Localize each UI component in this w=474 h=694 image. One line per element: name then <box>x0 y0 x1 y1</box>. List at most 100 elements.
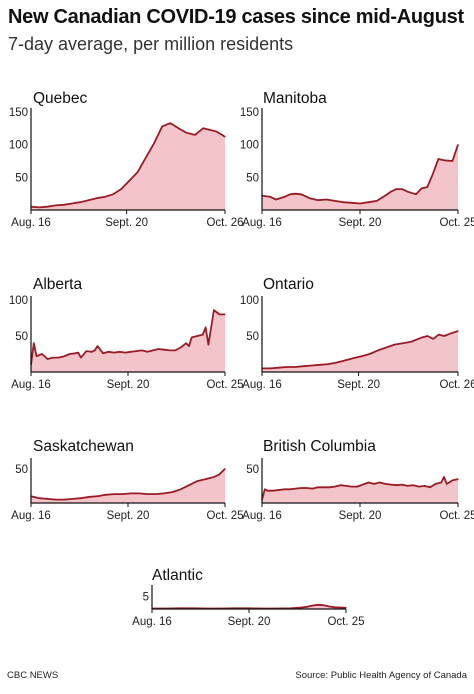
data-point <box>96 495 99 497</box>
data-point <box>457 478 459 480</box>
data-point <box>80 497 82 499</box>
data-point <box>224 136 226 138</box>
data-point <box>96 197 98 199</box>
data-point <box>224 468 226 470</box>
data-point <box>345 607 347 609</box>
panel-british-columbia: British Columbia 50 Aug. 16 Sept. 20 Oct. 25 <box>242 438 474 522</box>
data-point <box>432 338 434 340</box>
data-point <box>202 334 204 336</box>
data-point <box>177 127 180 129</box>
data-point <box>300 193 302 195</box>
data-point <box>180 488 182 490</box>
data-point <box>102 352 104 354</box>
data-point <box>359 202 361 205</box>
data-point <box>418 486 420 488</box>
data-point <box>141 349 143 351</box>
data-point <box>113 352 115 354</box>
y-tick-label: 100 <box>240 295 259 307</box>
panel-saskatchewan: Saskatchewan 50 Aug. 16 Sept. 20 Oct. 25 <box>11 438 243 522</box>
data-point <box>302 365 304 367</box>
data-point <box>412 484 414 486</box>
data-point <box>323 486 325 488</box>
series-area <box>262 477 458 503</box>
x-tick-label: Sept. 20 <box>107 379 150 391</box>
data-point <box>295 193 297 195</box>
data-point <box>393 344 396 346</box>
data-point <box>356 486 358 488</box>
data-point <box>218 473 221 475</box>
data-point <box>401 484 403 486</box>
panel-title: Quebec <box>33 90 88 107</box>
panel-title: Atlantic <box>152 567 203 584</box>
data-point <box>88 496 90 498</box>
data-point <box>449 333 451 335</box>
x-tick-label: Sept. 20 <box>339 510 382 522</box>
data-point <box>339 484 341 486</box>
y-tick-label: 100 <box>9 140 28 152</box>
x-tick-label: Sept. 20 <box>339 217 382 229</box>
data-point <box>71 202 73 205</box>
data-point <box>390 191 392 193</box>
data-point <box>362 484 364 486</box>
data-point <box>171 491 173 493</box>
x-tick-label: Aug. 16 <box>242 379 282 391</box>
x-tick-label: Oct. 25 <box>206 510 243 522</box>
data-point <box>311 488 313 490</box>
data-point <box>85 350 87 352</box>
data-point <box>289 193 291 195</box>
data-point <box>161 125 163 127</box>
data-point <box>77 352 79 354</box>
data-point <box>402 342 404 344</box>
x-tick-label: Aug. 16 <box>11 217 51 229</box>
data-point <box>300 487 302 489</box>
data-point <box>33 342 35 344</box>
data-point <box>121 493 124 495</box>
x-tick-label: Oct. 25 <box>327 616 364 628</box>
x-tick-label: Sept. 20 <box>228 616 271 628</box>
data-point <box>108 351 110 353</box>
data-point <box>294 366 296 368</box>
data-point <box>379 481 381 484</box>
y-tick-label: 50 <box>15 464 28 476</box>
data-point <box>373 483 375 485</box>
data-point <box>174 349 176 351</box>
series-area <box>31 468 225 503</box>
credit-label: CBC NEWS <box>7 670 59 681</box>
y-tick-label: 50 <box>246 172 259 184</box>
data-point <box>327 363 329 365</box>
data-point <box>120 188 122 190</box>
data-point <box>384 483 386 485</box>
data-point <box>289 488 291 490</box>
data-point <box>457 330 459 332</box>
panel-ontario: Ontario 50 100 Aug. 16 Sept. 20 Oct. 26 <box>240 276 474 391</box>
data-point <box>335 362 338 364</box>
data-point <box>137 171 139 173</box>
data-point <box>224 313 226 315</box>
data-point <box>113 493 115 495</box>
y-tick-label: 150 <box>240 107 259 119</box>
data-point <box>202 127 204 129</box>
data-point <box>385 346 387 349</box>
data-point <box>345 485 347 487</box>
data-point <box>146 493 148 495</box>
panel-title: Ontario <box>263 276 314 293</box>
data-point <box>213 476 215 478</box>
data-point <box>283 196 285 198</box>
data-point <box>163 492 165 494</box>
data-point <box>216 131 218 133</box>
data-point <box>415 193 417 195</box>
data-point <box>437 158 439 160</box>
data-point <box>96 345 99 347</box>
data-point <box>188 484 190 486</box>
data-point <box>55 204 57 206</box>
data-point <box>267 490 269 492</box>
data-point <box>124 352 126 354</box>
data-point <box>295 488 297 490</box>
data-point <box>94 349 96 351</box>
data-point <box>440 481 442 484</box>
data-point <box>218 313 221 315</box>
series-area <box>31 310 225 372</box>
y-tick-label: 100 <box>9 295 28 307</box>
